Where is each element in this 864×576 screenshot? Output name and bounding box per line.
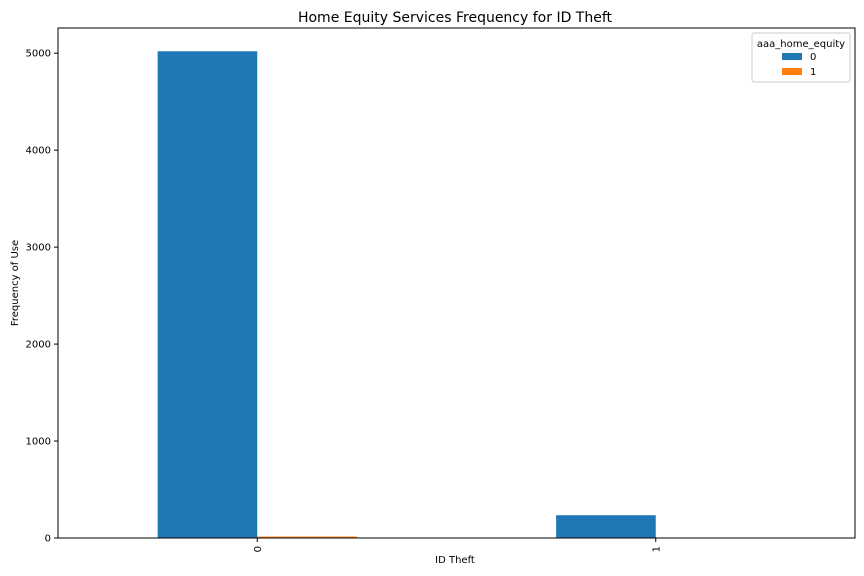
y-tick-label: 5000 [26, 49, 51, 60]
legend-label-1: 1 [810, 67, 816, 78]
legend-swatch-1 [782, 68, 802, 75]
bar-1-series-0 [556, 515, 656, 538]
x-tick-label: 1 [651, 546, 662, 552]
y-tick-label: 3000 [26, 243, 51, 254]
y-axis-label: Frequency of Use [10, 240, 21, 326]
legend-label-0: 0 [810, 52, 816, 63]
legend-title: aaa_home_equity [757, 39, 845, 50]
y-tick-label: 2000 [26, 340, 51, 351]
x-axis-label: ID Theft [435, 555, 475, 566]
legend-items: 01 [782, 52, 816, 78]
legend: aaa_home_equity 01 [751, 32, 851, 83]
chart-title: Home Equity Services Frequency for ID Th… [298, 10, 613, 26]
x-tick-label: 0 [253, 546, 264, 552]
bars-group [157, 51, 756, 539]
bar-0-series-1 [257, 536, 357, 538]
legend-swatch-0 [782, 53, 802, 60]
y-tick-label: 0 [45, 534, 51, 545]
y-tick-label: 4000 [26, 146, 51, 157]
bar-0-series-0 [157, 51, 258, 539]
y-tick-label: 1000 [26, 437, 51, 448]
plot-area-frame [57, 27, 856, 539]
y-axis: 0 1000 2000 3000 4000 5000 [26, 49, 58, 545]
